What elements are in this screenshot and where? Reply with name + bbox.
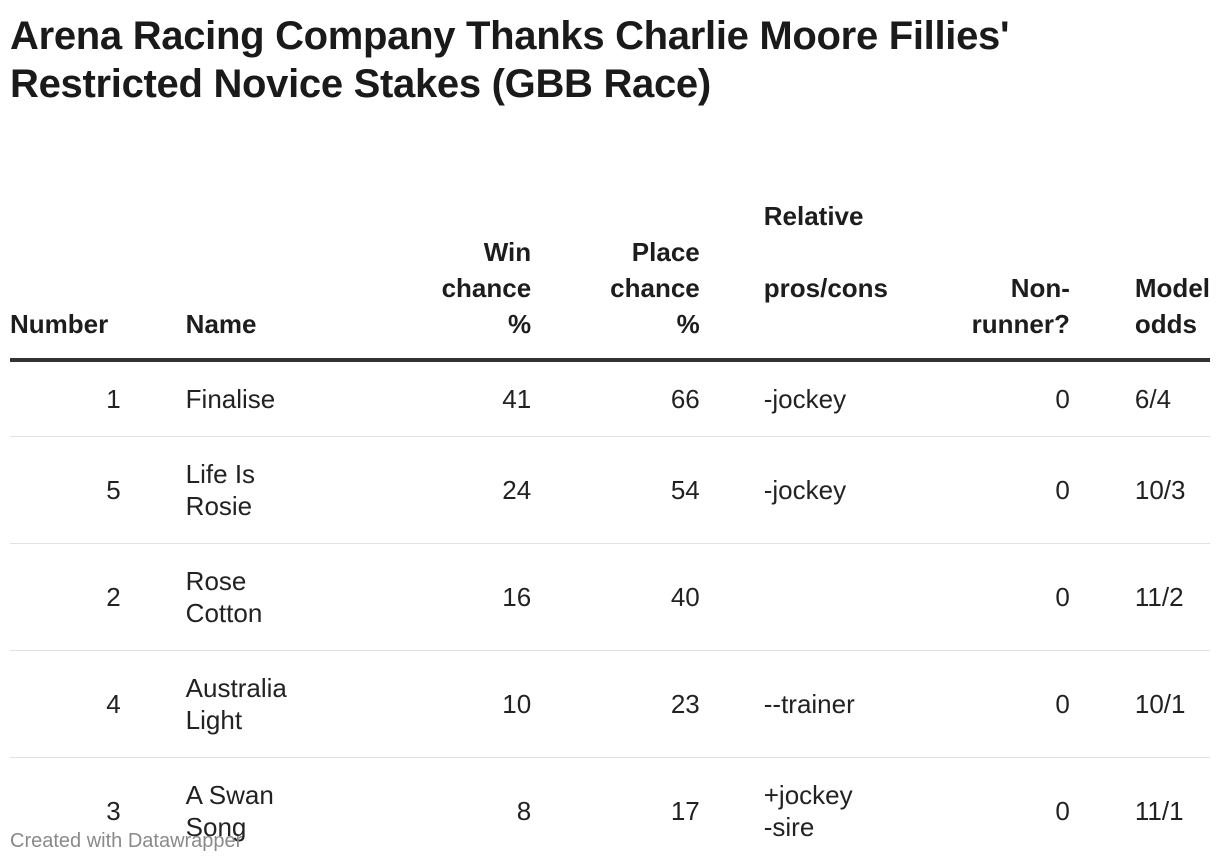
- header-win-line: %: [508, 309, 532, 339]
- cell-win-chance: 8: [516, 796, 532, 826]
- cell-model-odds: 11/2: [1069, 543, 1210, 651]
- cell-number: 4: [10, 650, 121, 758]
- cell-place-chance: 66: [531, 360, 700, 437]
- header-nonrunner-line: runner?: [971, 309, 1070, 339]
- cell-win-chance: 24: [305, 436, 532, 544]
- header-win-line: Win: [483, 237, 532, 267]
- cell-model-odds: 10/1: [1069, 650, 1210, 758]
- header-relative-pros-cons[interactable]: Relative pros/cons: [699, 162, 957, 362]
- header-name[interactable]: Name: [120, 162, 306, 362]
- table-row: 2 Rose Cotton 16 40 0 11/2: [10, 543, 1210, 651]
- header-model-odds[interactable]: Model odds: [1069, 162, 1210, 362]
- header-place-line: chance: [610, 273, 700, 303]
- cell-relative: --trainer: [699, 650, 957, 758]
- cell-non-runner: 0: [956, 436, 1070, 544]
- cell-name: Rose Cotton: [120, 543, 306, 651]
- cell-relative: +jockey -sire: [763, 780, 853, 842]
- cell-non-runner: 0: [1055, 796, 1070, 826]
- cell-relative: [699, 543, 957, 651]
- header-name-line: Name: [185, 309, 257, 339]
- cell-non-runner: 0: [956, 543, 1070, 651]
- cell-place-chance: 17: [670, 796, 700, 826]
- cell-place-chance: 54: [531, 436, 700, 544]
- cell-name: Australia Light: [120, 650, 306, 758]
- header-win-chance[interactable]: Win chance %: [305, 162, 532, 362]
- header-place-chance[interactable]: Place chance %: [531, 162, 700, 362]
- cell-place-chance: 23: [531, 650, 700, 758]
- header-number-line: Number: [10, 309, 109, 339]
- cell-model-odds: 10/3: [1069, 436, 1210, 544]
- cell-number: 2: [10, 543, 121, 651]
- datawrapper-credit: Created with Datawrapper: [10, 830, 243, 852]
- cell-number: 5: [10, 436, 121, 544]
- table-row: 1 Finalise 41 66 -jockey 0 6/4: [10, 360, 1210, 437]
- cell-relative: -jockey: [699, 360, 957, 437]
- cell-win-chance: 10: [305, 650, 532, 758]
- header-relative-line: Relative: [763, 201, 864, 231]
- cell-win-chance: 16: [305, 543, 532, 651]
- header-number[interactable]: Number: [10, 162, 121, 362]
- table-row: 4 Australia Light 10 23 --trainer 0 10/1: [10, 650, 1210, 758]
- cell-name: Finalise: [120, 360, 306, 437]
- cell-model-odds: 6/4: [1069, 360, 1210, 437]
- header-place-line: Place: [631, 237, 700, 267]
- table-row: 3 A Swan Song 8 17 +jockey -sire 0 11/1: [10, 758, 1210, 865]
- cell-non-runner: 0: [956, 360, 1070, 437]
- header-odds-line: Model: [1134, 273, 1210, 303]
- cell-model-odds: 11/1: [1134, 796, 1184, 826]
- header-nonrunner-line: Non-: [1010, 273, 1070, 303]
- cell-non-runner: 0: [956, 650, 1070, 758]
- cell-name: Life Is Rosie: [120, 436, 306, 544]
- runners-table: Number Name Win chance % Place chance % …: [10, 162, 1210, 864]
- cell-number: 1: [10, 360, 121, 437]
- header-place-line: %: [676, 309, 700, 339]
- table-title: Arena Racing Company Thanks Charlie Moor…: [10, 14, 1010, 106]
- header-win-line: chance: [441, 273, 532, 303]
- cell-number: 3: [106, 796, 121, 826]
- header-row: Number Name Win chance % Place chance % …: [10, 162, 1210, 362]
- cell-place-chance: 40: [531, 543, 700, 651]
- header-odds-line: odds: [1134, 309, 1197, 339]
- cell-win-chance: 41: [305, 360, 532, 437]
- cell-relative: -jockey: [699, 436, 957, 544]
- header-non-runner[interactable]: Non- runner?: [956, 162, 1070, 362]
- header-relative-line: pros/cons: [763, 273, 888, 303]
- cell-name: A Swan Song: [185, 780, 274, 842]
- table-row: 5 Life Is Rosie 24 54 -jockey 0 10/3: [10, 436, 1210, 544]
